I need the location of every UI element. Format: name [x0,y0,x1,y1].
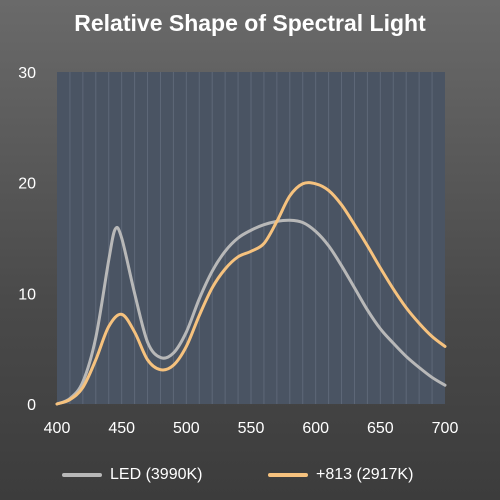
x-tick-600: 600 [302,420,329,437]
y-tick-10: 10 [18,286,36,303]
x-tick-650: 650 [367,420,394,437]
y-tick-20: 20 [18,176,36,193]
x-tick-500: 500 [173,420,200,437]
legend-swatch-813 [268,473,308,477]
series-layer [55,181,447,406]
tick-labels: 400 450 500 550 600 650 700 0 10 20 30 [18,65,458,437]
x-tick-400: 400 [44,420,71,437]
legend-item-led: LED (3990K) [62,466,203,484]
legend-swatch-led [62,473,102,477]
legend-label-led: LED (3990K) [110,466,203,483]
x-tick-550: 550 [238,420,265,437]
legend-label-813: +813 (2917K) [316,466,414,483]
x-tick-450: 450 [108,420,135,437]
x-tick-700: 700 [432,420,459,437]
y-tick-0: 0 [27,397,36,414]
legend-item-813: +813 (2917K) [268,466,413,484]
chart-title: Relative Shape of Spectral Light [74,10,426,36]
series-line-813 [55,181,447,406]
legend: LED (3990K) +813 (2917K) [0,466,500,490]
y-tick-30: 30 [18,65,36,82]
grid-lines [69,72,433,404]
series-line-led [55,218,447,406]
